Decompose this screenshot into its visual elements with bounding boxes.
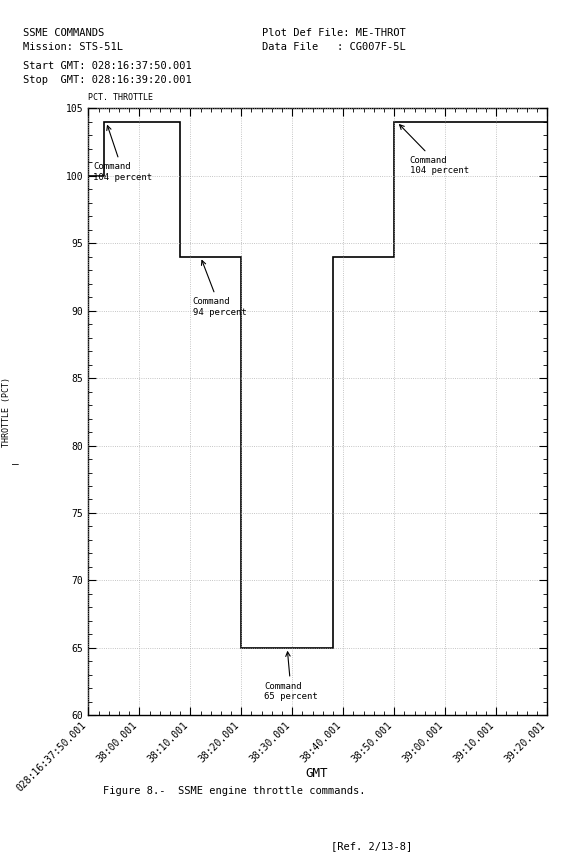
Text: Command
104 percent: Command 104 percent bbox=[93, 126, 153, 182]
Text: THROTTLE (PCT): THROTTLE (PCT) bbox=[2, 377, 11, 447]
Text: Stop  GMT: 028:16:39:20.001: Stop GMT: 028:16:39:20.001 bbox=[23, 75, 192, 85]
Text: Figure 8.-  SSME engine throttle commands.: Figure 8.- SSME engine throttle commands… bbox=[103, 786, 365, 797]
Text: PCT. THROTTLE: PCT. THROTTLE bbox=[88, 93, 153, 101]
Text: GMT: GMT bbox=[305, 767, 328, 780]
Text: [Ref. 2/13-8]: [Ref. 2/13-8] bbox=[331, 841, 412, 851]
Text: Data File   : CG007F-5L: Data File : CG007F-5L bbox=[262, 42, 406, 52]
Text: Command
65 percent: Command 65 percent bbox=[264, 652, 318, 701]
Text: —: — bbox=[12, 459, 19, 469]
Text: Mission: STS-51L: Mission: STS-51L bbox=[23, 42, 123, 52]
Text: Command
94 percent: Command 94 percent bbox=[193, 260, 247, 316]
Text: SSME COMMANDS: SSME COMMANDS bbox=[23, 28, 104, 38]
Text: Plot Def File: ME-THROT: Plot Def File: ME-THROT bbox=[262, 28, 406, 38]
Text: Command
104 percent: Command 104 percent bbox=[400, 125, 469, 175]
Text: Start GMT: 028:16:37:50.001: Start GMT: 028:16:37:50.001 bbox=[23, 61, 192, 71]
